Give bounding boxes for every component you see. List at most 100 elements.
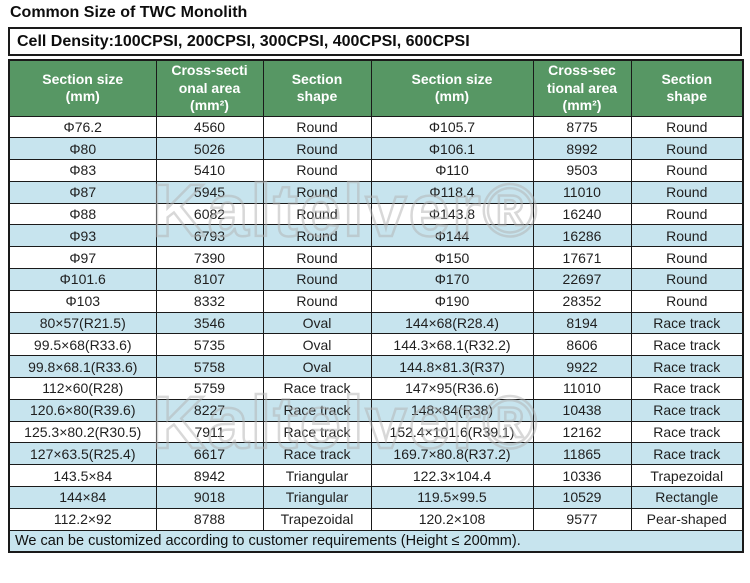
table-cell: 16240 bbox=[532, 202, 632, 226]
table-cell: Φ144 bbox=[370, 224, 534, 248]
table-row: 127×63.5(R25.4) 6617 Race track 169.7×80.8(… bbox=[8, 442, 744, 466]
table-cell: Oval bbox=[262, 355, 372, 379]
table-cell: 8227 bbox=[155, 398, 264, 422]
table-row: 80×57(R21.5) 3546 Oval 144×68(R28.4) 8194 Rac… bbox=[8, 311, 744, 335]
table-cell: Round bbox=[630, 289, 744, 313]
table-cell: Triangular bbox=[262, 464, 372, 488]
table-row: 112.2×92 8788 Trapezoidal 120.2×108 9577 Pear… bbox=[8, 507, 744, 531]
table-cell: 9018 bbox=[155, 486, 264, 509]
table-cell: 169.7×80.8(R37.2) bbox=[370, 442, 534, 466]
table-cell: 120.6×80(R39.6) bbox=[8, 398, 157, 422]
table-cell: Φ76.2 bbox=[8, 115, 157, 139]
table-cell: 4560 bbox=[155, 115, 264, 139]
table-cell: 5758 bbox=[155, 355, 264, 379]
table-cell: Oval bbox=[262, 333, 372, 357]
table-row: Φ97 7390 Round Φ150 17671 Round bbox=[8, 246, 744, 270]
table-cell: 5026 bbox=[155, 137, 264, 161]
table-cell: Φ170 bbox=[370, 268, 534, 291]
table-cell: 16286 bbox=[532, 224, 632, 248]
header-cell: Cross-sec tional area (mm²) bbox=[532, 59, 632, 117]
table-cell: 12162 bbox=[532, 420, 632, 444]
table-cell: Φ150 bbox=[370, 246, 534, 270]
table-cell: 10529 bbox=[532, 486, 632, 509]
table-cell: 8194 bbox=[532, 311, 632, 335]
table-cell: 152.4×101.6(R39.1) bbox=[370, 420, 534, 444]
table-row: 143.5×84 8942 Triangular 122.3×104.4 10336 Tr… bbox=[8, 464, 744, 488]
header-cell: Section shape bbox=[630, 59, 744, 117]
table-row: 120.6×80(R39.6) 8227 Race track 148×84(R38)… bbox=[8, 398, 744, 422]
table-cell: Round bbox=[262, 246, 372, 270]
table-row: 99.5×68(R33.6) 5735 Oval 144.3×68.1(R32.2) 8… bbox=[8, 333, 744, 357]
table-cell: Oval bbox=[262, 311, 372, 335]
table-row: Φ80 5026 Round Φ106.1 8992 Round bbox=[8, 137, 744, 161]
table-row: Φ93 6793 Round Φ144 16286 Round bbox=[8, 224, 744, 248]
table-cell: 5735 bbox=[155, 333, 264, 357]
table-cell: Φ118.4 bbox=[370, 180, 534, 204]
table-cell: 10336 bbox=[532, 464, 632, 488]
table-cell: 8775 bbox=[532, 115, 632, 139]
table-cell: 119.5×99.5 bbox=[370, 486, 534, 509]
table-cell: 9577 bbox=[532, 507, 632, 531]
table-row: 112×60(R28) 5759 Race track 147×95(R36.6) 11… bbox=[8, 377, 744, 400]
cell-density-note: Cell Density:100CPSI, 200CPSI, 300CPSI, … bbox=[8, 27, 742, 56]
table-cell: Race track bbox=[262, 442, 372, 466]
table-cell: Φ110 bbox=[370, 159, 534, 182]
table-cell: 122.3×104.4 bbox=[370, 464, 534, 488]
table-cell: 125.3×80.2(R30.5) bbox=[8, 420, 157, 444]
table-cell: 5759 bbox=[155, 377, 264, 400]
table-cell: Race track bbox=[630, 377, 744, 400]
table-cell: Φ80 bbox=[8, 137, 157, 161]
table-cell: 8332 bbox=[155, 289, 264, 313]
header-cell: Section size (mm) bbox=[8, 59, 157, 117]
table-cell: 144×68(R28.4) bbox=[370, 311, 534, 335]
table-row: Φ88 6082 Round Φ143.8 16240 Round bbox=[8, 202, 744, 226]
table-row: 125.3×80.2(R30.5) 7911 Race track 152.4×101… bbox=[8, 420, 744, 444]
table-cell: 7911 bbox=[155, 420, 264, 444]
table-footer-row: We can be customized according to custom… bbox=[8, 529, 744, 553]
table-cell: 8606 bbox=[532, 333, 632, 357]
table-cell: Round bbox=[262, 180, 372, 204]
table-cell: Race track bbox=[262, 377, 372, 400]
table-cell: Round bbox=[262, 224, 372, 248]
table-cell: Φ190 bbox=[370, 289, 534, 313]
table-cell: 8942 bbox=[155, 464, 264, 488]
table-cell: 144.8×81.3(R37) bbox=[370, 355, 534, 379]
table-row: Φ87 5945 Round Φ118.4 11010 Round bbox=[8, 180, 744, 204]
table-cell: 8992 bbox=[532, 137, 632, 161]
table-cell: 148×84(R38) bbox=[370, 398, 534, 422]
table-cell: Round bbox=[630, 159, 744, 182]
table-row: Φ101.6 8107 Round Φ170 22697 Round bbox=[8, 268, 744, 291]
table-cell: Trapezoidal bbox=[630, 464, 744, 488]
table-cell: 6793 bbox=[155, 224, 264, 248]
table-cell: Race track bbox=[630, 333, 744, 357]
table-cell: 28352 bbox=[532, 289, 632, 313]
table-cell: 17671 bbox=[532, 246, 632, 270]
table-cell: Race track bbox=[630, 355, 744, 379]
table-cell: 8107 bbox=[155, 268, 264, 291]
table-cell: Φ106.1 bbox=[370, 137, 534, 161]
customization-note: We can be customized according to custom… bbox=[8, 529, 744, 553]
page-title: Common Size of TWC Monolith bbox=[10, 4, 248, 21]
table-cell: Φ97 bbox=[8, 246, 157, 270]
table-cell: 127×63.5(R25.4) bbox=[8, 442, 157, 466]
table-cell: Race track bbox=[630, 442, 744, 466]
table-cell: Race track bbox=[262, 398, 372, 422]
table-cell: Φ105.7 bbox=[370, 115, 534, 139]
table-cell: Round bbox=[630, 180, 744, 204]
table-cell: Round bbox=[262, 202, 372, 226]
table-cell: 112×60(R28) bbox=[8, 377, 157, 400]
table-cell: 11010 bbox=[532, 180, 632, 204]
table-cell: Round bbox=[262, 115, 372, 139]
table-cell: Round bbox=[630, 137, 744, 161]
table-cell: 80×57(R21.5) bbox=[8, 311, 157, 335]
table-cell: 5945 bbox=[155, 180, 264, 204]
table-cell: 8788 bbox=[155, 507, 264, 531]
table-cell: Φ101.6 bbox=[8, 268, 157, 291]
table-cell: Round bbox=[262, 159, 372, 182]
table-cell: Φ83 bbox=[8, 159, 157, 182]
table-cell: 11865 bbox=[532, 442, 632, 466]
table-cell: Trapezoidal bbox=[262, 507, 372, 531]
table-cell: Round bbox=[262, 289, 372, 313]
table-cell: 9503 bbox=[532, 159, 632, 182]
table-cell: Φ143.8 bbox=[370, 202, 534, 226]
